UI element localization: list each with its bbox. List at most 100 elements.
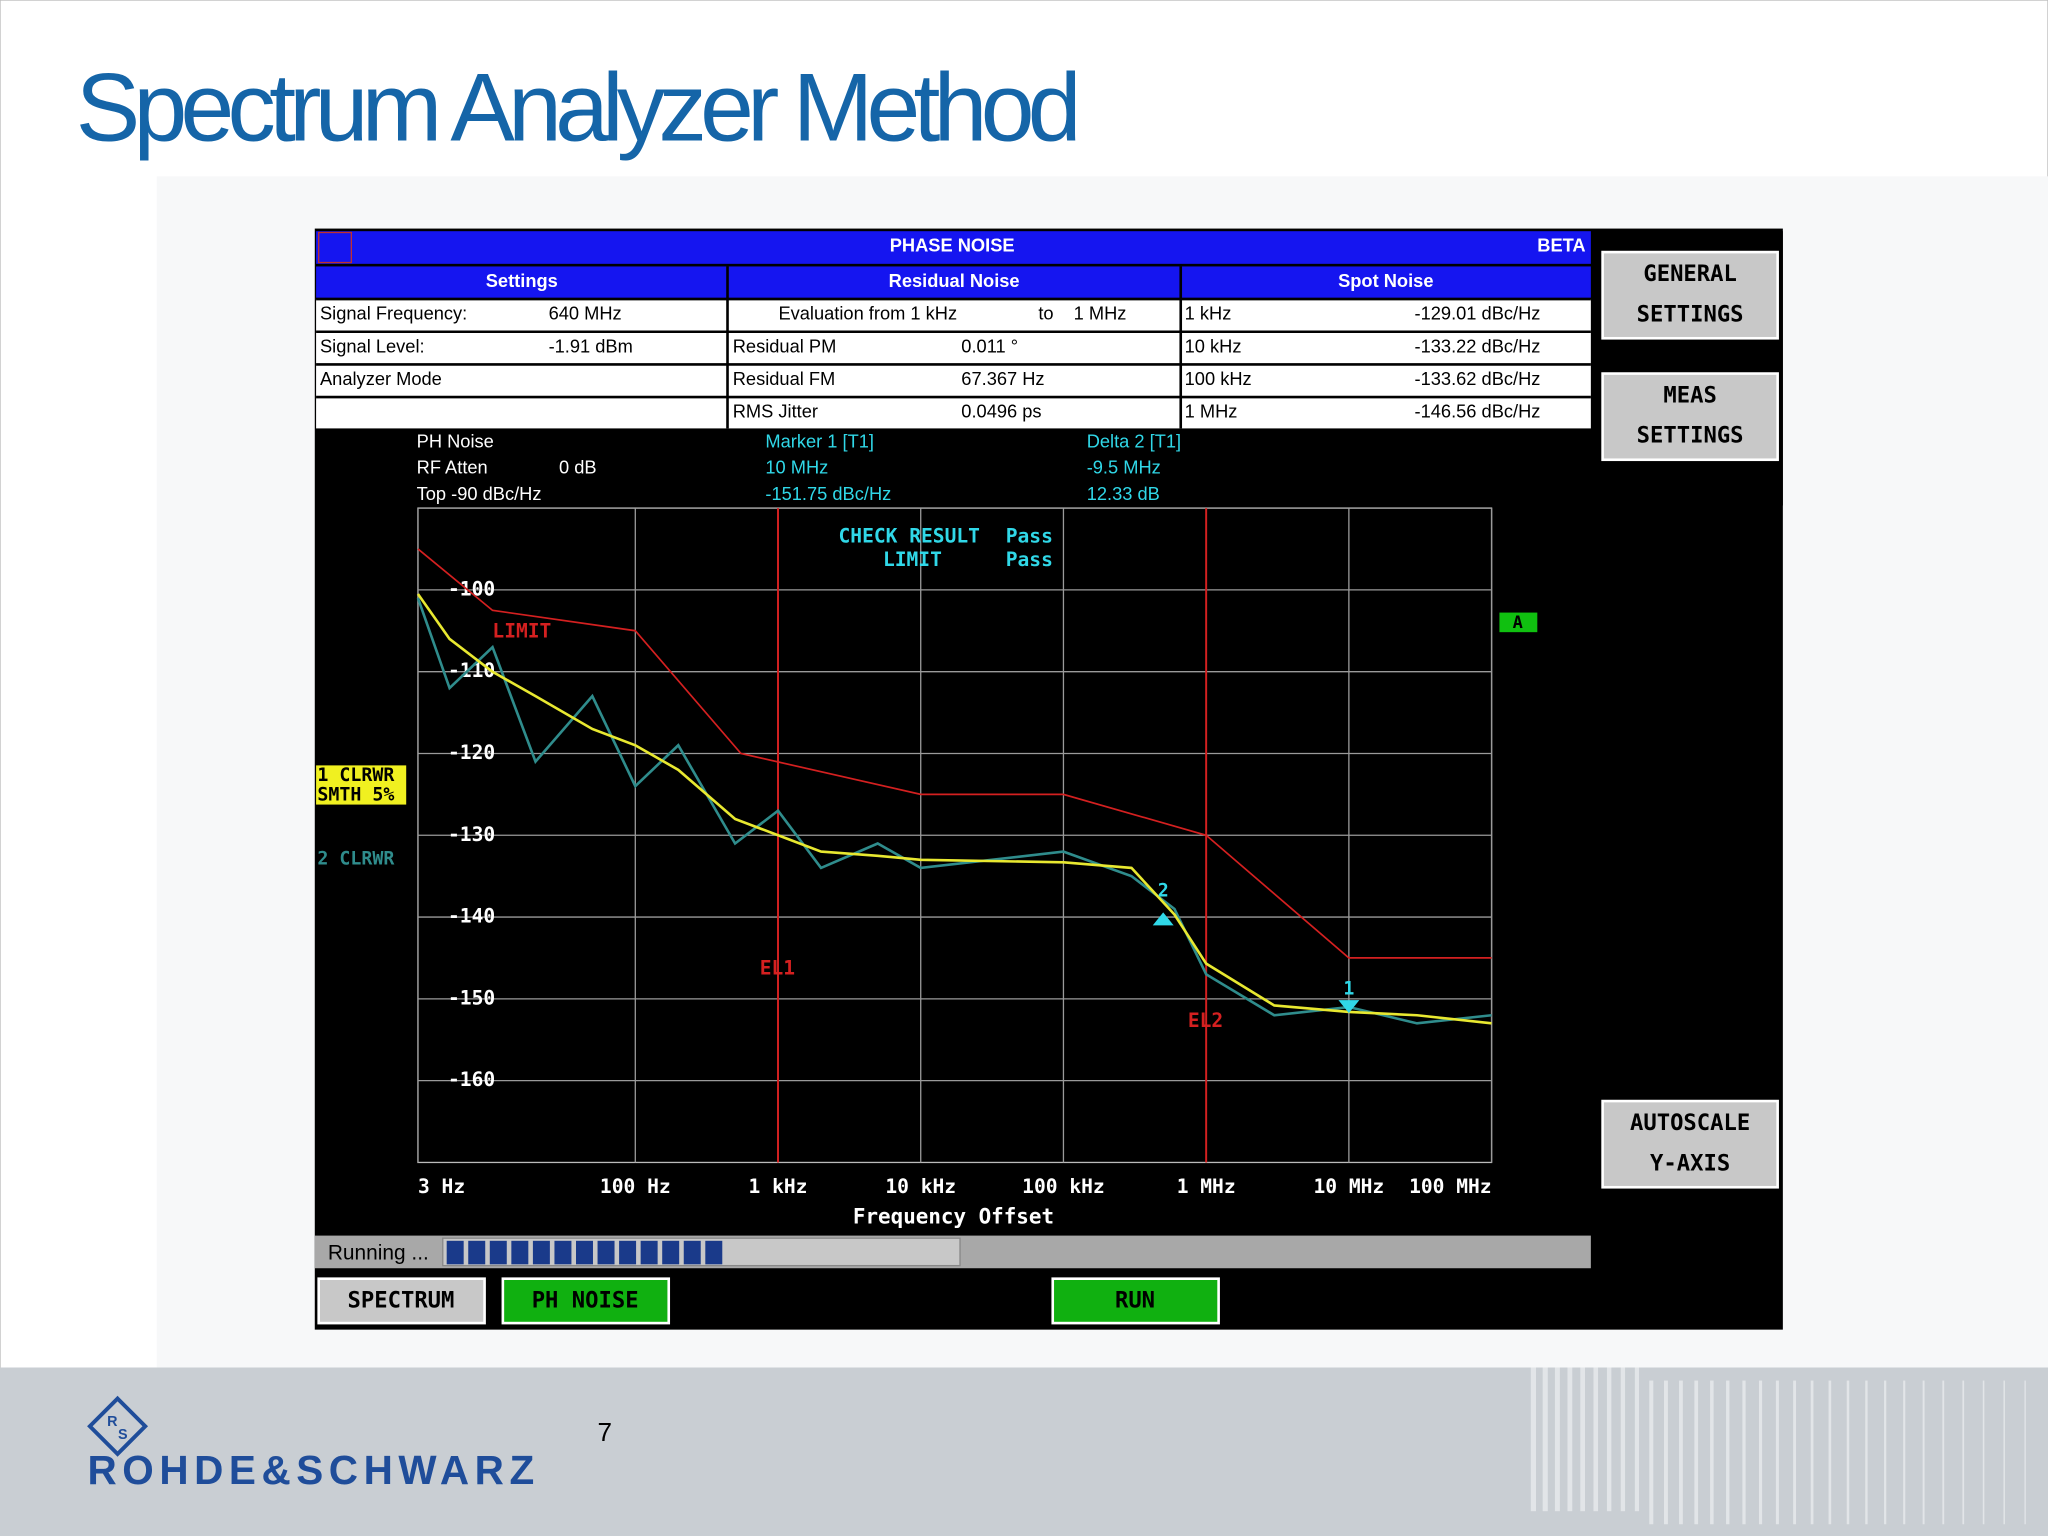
stripe xyxy=(1810,1380,1814,1525)
table-cell: Evaluation from 1 kHz xyxy=(778,303,957,324)
progress-block xyxy=(511,1240,529,1265)
side-button[interactable] xyxy=(1601,372,1779,462)
progress-track xyxy=(442,1237,961,1267)
stripe xyxy=(1942,1380,1945,1525)
screen-a-label: A xyxy=(1513,613,1523,633)
bottom-button-label: SPECTRUM xyxy=(348,1287,455,1313)
stripe xyxy=(1664,1380,1668,1525)
check-result: LIMIT xyxy=(883,548,942,571)
table-cell: -133.62 dBc/Hz xyxy=(1415,368,1541,389)
limit-edge-label: EL2 xyxy=(1188,1009,1223,1032)
table-cell: Analyzer Mode xyxy=(320,368,442,389)
progress-block xyxy=(554,1240,572,1265)
stripe xyxy=(1530,1367,1536,1512)
bottom-button[interactable] xyxy=(317,1277,486,1325)
trace xyxy=(416,597,1492,1025)
side-buttons: GENERAL SETTINGS MEAS SETTINGS AUTOSCALE Y-AX… xyxy=(1601,250,1779,1189)
table-cell: 10 kHz xyxy=(1185,335,1242,356)
marker-info: Marker 1 [T1] xyxy=(765,431,874,452)
limit-edge-label: EL1 xyxy=(760,957,795,980)
progress-block xyxy=(662,1240,680,1265)
stripe xyxy=(1846,1380,1850,1525)
x-axis-label: Frequency Offset xyxy=(853,1204,1054,1228)
table-header xyxy=(316,266,1591,298)
rs-icon xyxy=(318,231,352,264)
marker xyxy=(1152,912,1174,926)
stripe xyxy=(2024,1380,2026,1525)
stripe xyxy=(1649,1380,1654,1525)
table-header-cell: Spot Noise xyxy=(1338,270,1433,291)
table-cell: to xyxy=(1038,303,1053,324)
table-cell: RMS Jitter xyxy=(733,401,818,422)
marker-label: 1 xyxy=(1343,979,1354,1000)
stripe xyxy=(1962,1380,1965,1525)
y-tick-label: -160 xyxy=(448,1068,495,1091)
marker xyxy=(1338,1000,1360,1014)
info-text: PH Noise xyxy=(417,431,494,452)
y-tick-label: -140 xyxy=(448,905,495,928)
stripe xyxy=(2003,1380,2005,1525)
x-tick-label: 1 MHz xyxy=(1177,1175,1236,1198)
stripe xyxy=(1593,1367,1599,1512)
stripe xyxy=(1865,1380,1868,1525)
side-button-label: SETTINGS xyxy=(1637,301,1744,327)
trace xyxy=(416,593,1492,1025)
progress-block xyxy=(705,1240,723,1265)
table-cell: Residual PM xyxy=(733,335,837,356)
marker-info: 10 MHz xyxy=(765,457,828,478)
progress-block xyxy=(489,1240,507,1265)
page-number: 7 xyxy=(597,1417,612,1447)
stripe xyxy=(1775,1380,1779,1525)
stripe xyxy=(1620,1367,1626,1512)
table-cell: 67.367 Hz xyxy=(961,368,1044,389)
stripe xyxy=(1580,1367,1586,1512)
stripe xyxy=(1982,1380,1985,1525)
y-tick-label: -110 xyxy=(448,659,495,682)
y-tick-label: -100 xyxy=(448,577,495,600)
bottom-button-label: RUN xyxy=(1115,1287,1155,1313)
plot: -100 -110 -120 -130 -140 -150 -160 3 Hz 100 Hz 1 … xyxy=(416,507,1493,1198)
stripe xyxy=(1903,1380,1906,1525)
marker-info: -151.75 dBc/Hz xyxy=(765,483,891,504)
header-bar xyxy=(316,231,1591,264)
trace1-label-box xyxy=(316,765,407,805)
stripe xyxy=(1679,1380,1683,1525)
y-tick-label: -130 xyxy=(448,823,495,846)
side-button-label: MEAS xyxy=(1663,382,1716,408)
stripe xyxy=(1710,1380,1714,1525)
table-cell: 1 MHz xyxy=(1185,401,1238,422)
stripe xyxy=(1793,1380,1797,1525)
table-cell: 640 MHz xyxy=(549,303,622,324)
trace2-label: 2 CLRWR xyxy=(317,848,394,869)
stripe xyxy=(1726,1380,1730,1525)
stripe xyxy=(1922,1380,1925,1525)
logo-mark: R S xyxy=(87,1395,149,1457)
bottom-button[interactable] xyxy=(501,1277,671,1325)
bottom-button[interactable] xyxy=(1051,1277,1220,1325)
svg-text:S: S xyxy=(118,1427,128,1443)
progress-block xyxy=(619,1240,637,1265)
side-button[interactable] xyxy=(1601,250,1779,340)
table-cell: Signal Level: xyxy=(320,335,425,356)
table-cell: 1 kHz xyxy=(1185,303,1232,324)
table-cell: 100 kHz xyxy=(1185,368,1252,389)
progress-bar xyxy=(446,1240,723,1265)
header-title: PHASE NOISE xyxy=(890,235,1015,256)
trace-info: PH Noise RF Atten 0 dB Top -90 dBc/Hz Marker… xyxy=(417,431,1181,504)
stripe xyxy=(1828,1380,1832,1525)
table-cell: Residual FM xyxy=(733,368,836,389)
side-button-label: SETTINGS xyxy=(1637,423,1744,449)
table: Settings Residual Noise Spot Noise Signal F… xyxy=(316,266,1591,429)
progress-block xyxy=(683,1240,701,1265)
trace xyxy=(417,548,1492,959)
table-header-cell: Residual Noise xyxy=(889,270,1020,291)
stripe xyxy=(1542,1367,1548,1512)
stripe xyxy=(1742,1380,1746,1525)
check-result: CHECK RESULT xyxy=(839,524,980,547)
delta-info: -9.5 MHz xyxy=(1087,457,1161,478)
table-cell: Signal Frequency: xyxy=(320,303,467,324)
progress-block xyxy=(576,1240,593,1265)
side-button[interactable] xyxy=(1601,1099,1779,1189)
info-text: 0 dB xyxy=(559,457,597,478)
